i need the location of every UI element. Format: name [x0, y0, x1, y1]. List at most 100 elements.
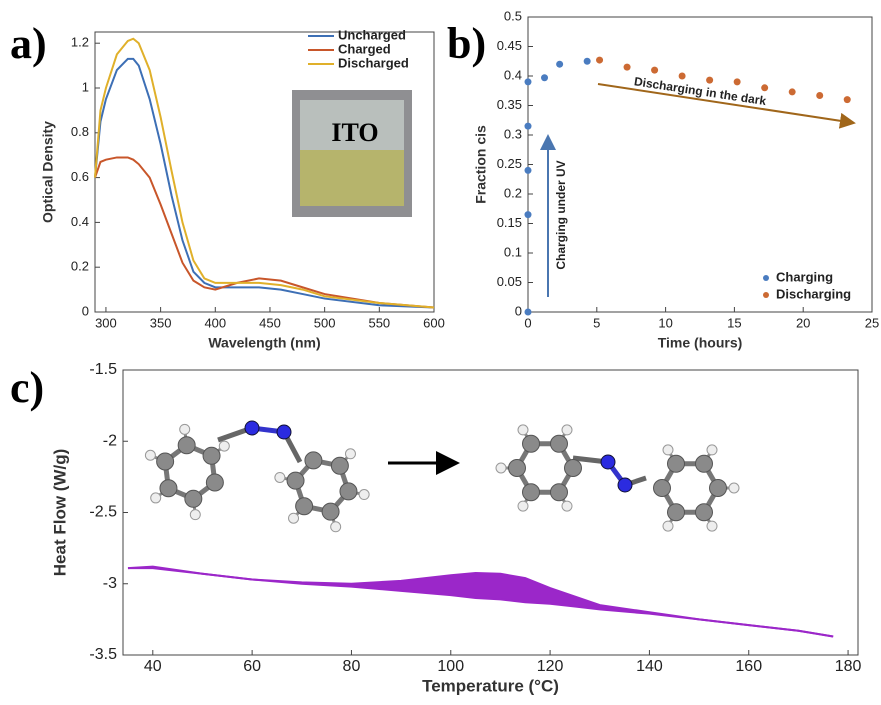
inset-photo: ITO: [292, 90, 412, 217]
legend-label: Charged: [338, 41, 391, 56]
y-tick-label: -3: [103, 575, 117, 592]
hydrogen: [729, 483, 739, 493]
y-tick-label: 1: [82, 79, 89, 94]
y-tick-label: 0: [82, 303, 89, 318]
y-tick-label: 0.45: [497, 38, 522, 53]
annotation: Charging under UV: [554, 160, 568, 269]
photo-film: [300, 150, 404, 206]
x-tick-label: 400: [204, 315, 226, 330]
hydrogen: [345, 449, 355, 459]
annotation: Discharging in the dark: [633, 74, 767, 108]
x-tick-label: 10: [658, 315, 672, 330]
y-tick-label: 0.2: [71, 259, 89, 274]
y-tick-label: 1.2: [71, 35, 89, 50]
plot-frame: [123, 370, 858, 655]
carbon: [523, 435, 540, 452]
carbon: [565, 460, 582, 477]
scatter-point: [761, 84, 768, 91]
x-tick-label: 5: [593, 315, 600, 330]
carbon: [551, 435, 568, 452]
x-tick-label: 120: [537, 658, 564, 675]
hydrogen: [275, 472, 285, 482]
legend-label: Charging: [776, 269, 833, 284]
x-tick-label: 550: [368, 315, 390, 330]
y-tick-label: -2.5: [89, 504, 117, 521]
y-axis-label: Optical Density: [40, 121, 56, 223]
hydrogen: [707, 521, 717, 531]
scatter-point: [816, 92, 823, 99]
hydrogen: [151, 493, 161, 503]
panel-label: b): [447, 19, 486, 68]
x-axis-label: Time (hours): [658, 335, 743, 351]
hydrogen: [190, 510, 200, 520]
x-tick-label: 350: [150, 315, 172, 330]
hydrogen: [289, 513, 299, 523]
carbon: [331, 457, 348, 474]
nitrogen: [618, 478, 632, 492]
y-tick-label: -1.5: [89, 361, 117, 378]
carbon: [296, 498, 313, 515]
scatter-point: [651, 67, 658, 74]
scatter-point: [525, 211, 532, 218]
y-tick-label: -3.5: [89, 646, 117, 663]
y-tick-label: 0.1: [504, 244, 522, 259]
y-tick-label: 0.25: [497, 156, 522, 171]
x-axis-label: Wavelength (nm): [208, 335, 320, 351]
scatter-point: [624, 64, 631, 71]
nitrogen: [277, 425, 291, 439]
x-tick-label: 600: [423, 315, 445, 330]
carbon: [340, 483, 357, 500]
legend-swatch: [763, 275, 769, 281]
x-tick-label: 500: [314, 315, 336, 330]
plot-frame: [528, 17, 872, 312]
scatter-point: [596, 57, 603, 64]
hydrogen: [219, 441, 229, 451]
carbon: [305, 452, 322, 469]
hydrogen: [518, 425, 528, 435]
x-tick-label: 160: [735, 658, 762, 675]
carbon: [322, 503, 339, 520]
legend-label: Uncharged: [338, 27, 406, 42]
y-tick-label: 0.05: [497, 274, 522, 289]
scatter-point: [525, 78, 532, 85]
scatter-point: [789, 88, 796, 95]
legend-swatch: [763, 292, 769, 298]
panel-label: a): [10, 19, 47, 68]
legend-label: Discharged: [338, 55, 409, 70]
hydrogen: [562, 501, 572, 511]
y-tick-label: 0.4: [71, 214, 89, 229]
scatter-point: [706, 77, 713, 84]
y-tick-label: 0.35: [497, 97, 522, 112]
scatter-point: [844, 96, 851, 103]
x-tick-label: 450: [259, 315, 281, 330]
scatter-point: [525, 123, 532, 130]
carbon: [509, 460, 526, 477]
carbon: [710, 480, 727, 497]
carbon: [287, 472, 304, 489]
y-tick-label: 0.15: [497, 215, 522, 230]
x-tick-label: 100: [437, 658, 464, 675]
carbon: [203, 447, 220, 464]
carbon: [696, 455, 713, 472]
scatter-point: [525, 309, 532, 316]
nitrogen: [601, 455, 615, 469]
panel-label: c): [10, 363, 44, 412]
x-tick-label: 60: [243, 658, 261, 675]
hydrogen: [663, 521, 673, 531]
carbon: [696, 504, 713, 521]
y-axis-label: Heat Flow (W/g): [50, 449, 69, 576]
hydrogen: [518, 501, 528, 511]
scatter-point: [525, 167, 532, 174]
x-tick-label: 140: [636, 658, 663, 675]
hydrogen: [663, 445, 673, 455]
y-tick-label: 0.3: [504, 126, 522, 141]
scatter-point: [556, 61, 563, 68]
carbon: [668, 504, 685, 521]
x-tick-label: 0: [524, 315, 531, 330]
hydrogen: [562, 425, 572, 435]
y-tick-label: 0.2: [504, 185, 522, 200]
hydrogen: [496, 463, 506, 473]
x-tick-label: 25: [865, 315, 879, 330]
x-tick-label: 180: [835, 658, 862, 675]
y-tick-label: 0.4: [504, 67, 522, 82]
